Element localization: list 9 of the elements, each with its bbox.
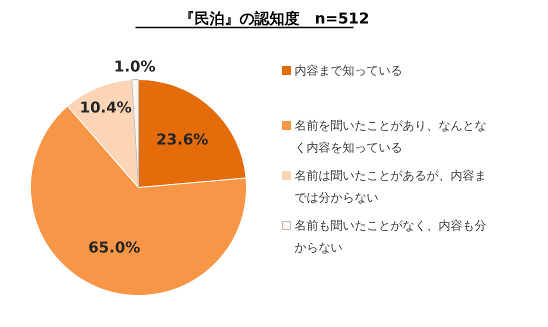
legend-label: 名前は聞いたことがあるが、内容までは分からない — [294, 168, 486, 204]
legend-label: 名前も聞いたことがなく、内容も分からない — [294, 218, 486, 254]
data-label: 10.4% — [80, 98, 132, 117]
data-label: 1.0% — [114, 58, 156, 76]
legend-label: 名前を聞いたことがあり、なんとなく内容を知っている — [294, 118, 486, 154]
data-label: 23.6% — [156, 130, 208, 149]
data-label: 65.0% — [88, 238, 140, 257]
legend-label: 内容まで知っている — [294, 64, 402, 78]
chart-title: 『民泊』の認知度 n=512 — [180, 10, 370, 28]
